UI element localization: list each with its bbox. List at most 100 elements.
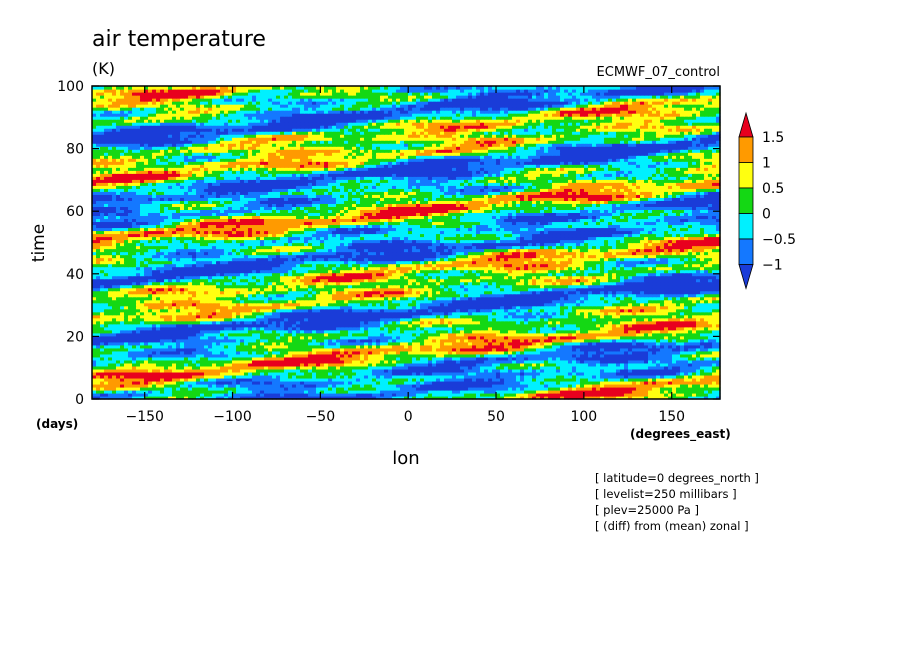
heatmap-cell bbox=[216, 368, 221, 373]
heatmap-cell bbox=[464, 356, 469, 361]
heatmap-cell bbox=[568, 395, 573, 400]
heatmap-cell bbox=[256, 377, 261, 382]
heatmap-cell bbox=[352, 371, 357, 376]
heatmap-cell bbox=[300, 395, 305, 400]
heatmap-cell bbox=[568, 383, 573, 388]
heatmap-cell bbox=[524, 353, 529, 358]
heatmap-cell bbox=[344, 377, 349, 382]
heatmap-cell bbox=[400, 356, 405, 361]
heatmap-cell bbox=[492, 374, 497, 379]
heatmap-cell bbox=[708, 377, 713, 382]
heatmap-cell bbox=[316, 383, 321, 388]
heatmap-cell bbox=[544, 386, 549, 391]
heatmap-cell bbox=[124, 395, 129, 400]
heatmap-cell bbox=[388, 383, 393, 388]
heatmap-cell bbox=[452, 389, 457, 394]
heatmap-cell bbox=[156, 350, 161, 355]
heatmap-cell bbox=[96, 386, 101, 391]
heatmap-cell bbox=[500, 353, 505, 358]
heatmap-cell bbox=[476, 383, 481, 388]
heatmap-cell bbox=[292, 392, 297, 397]
heatmap-cell bbox=[560, 365, 565, 370]
heatmap-cell bbox=[412, 380, 417, 385]
heatmap-cell bbox=[596, 350, 601, 355]
heatmap-cell bbox=[236, 362, 241, 367]
heatmap-cell bbox=[228, 371, 233, 376]
heatmap-cell bbox=[716, 377, 721, 382]
heatmap-cell bbox=[192, 389, 197, 394]
heatmap-cell bbox=[336, 353, 341, 358]
heatmap-cell bbox=[496, 386, 501, 391]
heatmap-cell bbox=[696, 389, 701, 394]
heatmap-cell bbox=[552, 383, 557, 388]
heatmap-cell bbox=[532, 356, 537, 361]
heatmap-cell bbox=[228, 350, 233, 355]
heatmap-cell bbox=[244, 350, 249, 355]
heatmap-cell bbox=[608, 368, 613, 373]
heatmap-cell bbox=[100, 359, 105, 364]
heatmap-cell bbox=[480, 383, 485, 388]
heatmap-cell bbox=[692, 380, 697, 385]
heatmap-cell bbox=[456, 362, 461, 367]
heatmap-cell bbox=[488, 389, 493, 394]
heatmap-cell bbox=[188, 374, 193, 379]
heatmap-cell bbox=[252, 353, 257, 358]
heatmap-cell bbox=[360, 350, 365, 355]
heatmap-cell bbox=[532, 350, 537, 355]
heatmap-cell bbox=[180, 359, 185, 364]
heatmap-cell bbox=[528, 386, 533, 391]
heatmap-cell bbox=[304, 356, 309, 361]
heatmap-cell bbox=[264, 377, 269, 382]
heatmap-cell bbox=[632, 386, 637, 391]
heatmap-cell bbox=[140, 389, 145, 394]
heatmap-cell bbox=[196, 371, 201, 376]
heatmap-cell bbox=[200, 371, 205, 376]
heatmap-cell bbox=[384, 350, 389, 355]
heatmap-cell bbox=[252, 362, 257, 367]
heatmap-cell bbox=[316, 389, 321, 394]
heatmap-cell bbox=[704, 383, 709, 388]
heatmap-cell bbox=[492, 371, 497, 376]
heatmap-cell bbox=[664, 371, 669, 376]
heatmap-cell bbox=[596, 362, 601, 367]
heatmap-cell bbox=[380, 356, 385, 361]
heatmap-cell bbox=[712, 377, 717, 382]
heatmap-cell bbox=[716, 395, 721, 400]
heatmap-cell bbox=[636, 386, 641, 391]
heatmap-cell bbox=[184, 374, 189, 379]
heatmap-cell bbox=[288, 386, 293, 391]
heatmap-cell bbox=[168, 371, 173, 376]
heatmap-cell bbox=[396, 380, 401, 385]
heatmap-cell bbox=[656, 359, 661, 364]
heatmap-cell bbox=[172, 350, 177, 355]
heatmap-cell bbox=[596, 365, 601, 370]
heatmap-cell bbox=[544, 368, 549, 373]
heatmap-cell bbox=[108, 389, 113, 394]
heatmap-cell bbox=[132, 374, 137, 379]
heatmap-cell bbox=[104, 383, 109, 388]
heatmap-cell bbox=[712, 350, 717, 355]
heatmap-cell bbox=[500, 368, 505, 373]
heatmap-cell bbox=[176, 353, 181, 358]
heatmap-cell bbox=[360, 386, 365, 391]
heatmap-cell bbox=[188, 386, 193, 391]
heatmap-cell bbox=[200, 386, 205, 391]
heatmap-cell bbox=[604, 377, 609, 382]
heatmap-cell bbox=[540, 353, 545, 358]
heatmap-cell bbox=[528, 365, 533, 370]
heatmap-cell bbox=[356, 365, 361, 370]
heatmap-cell bbox=[220, 392, 225, 397]
heatmap-cell bbox=[352, 368, 357, 373]
heatmap-cell bbox=[680, 380, 685, 385]
heatmap-cell bbox=[260, 374, 265, 379]
heatmap-cell bbox=[504, 392, 509, 397]
heatmap-cell bbox=[248, 395, 253, 400]
heatmap-cell bbox=[212, 392, 217, 397]
heatmap-cell bbox=[380, 371, 385, 376]
heatmap-cell bbox=[592, 353, 597, 358]
heatmap-cell bbox=[408, 383, 413, 388]
heatmap-cell bbox=[120, 356, 125, 361]
heatmap-cell bbox=[564, 353, 569, 358]
heatmap-cell bbox=[132, 377, 137, 382]
heatmap-cell bbox=[620, 350, 625, 355]
